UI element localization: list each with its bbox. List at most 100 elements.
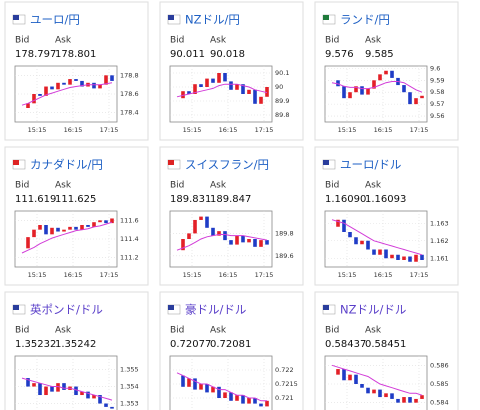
- bid-value: 178.797: [15, 49, 56, 60]
- candle: [372, 80, 376, 89]
- candle: [247, 239, 251, 243]
- candle: [253, 398, 257, 404]
- ask-value: 90.018: [210, 49, 245, 60]
- candle: [384, 70, 388, 75]
- pair-title[interactable]: ユーロ/円: [30, 13, 80, 27]
- candle: [181, 375, 185, 387]
- candle: [235, 84, 239, 90]
- moving-average: [21, 221, 113, 254]
- candle: [86, 391, 90, 399]
- ask-value: 0.72081: [210, 339, 251, 350]
- y-tick-label: 90: [275, 83, 283, 91]
- candle: [193, 378, 197, 390]
- candle: [360, 384, 364, 388]
- candle: [384, 249, 388, 259]
- x-tick-label: 15:15: [183, 126, 202, 134]
- y-tick-label: 0.585: [430, 380, 449, 388]
- bid-value: 9.576: [325, 49, 354, 60]
- x-tick-label: 17:15: [255, 126, 274, 134]
- y-tick-label: 0.7215: [275, 380, 298, 388]
- candle: [265, 400, 269, 407]
- pair-title[interactable]: ランド/円: [340, 13, 390, 27]
- candle: [193, 219, 197, 234]
- flag-icon-part: [323, 160, 329, 165]
- y-tick-label: 111.6: [120, 216, 139, 224]
- candle: [187, 91, 191, 94]
- flag-icon-part: [13, 15, 19, 20]
- y-tick-label: 1.161: [430, 254, 449, 262]
- ask-value: 1.16093: [365, 194, 406, 205]
- pair-title[interactable]: NZドル/ドル: [340, 303, 406, 317]
- bid-label: Bid: [15, 181, 29, 191]
- x-tick-label: 15:15: [183, 271, 202, 279]
- flag-icon-part: [168, 305, 174, 310]
- candle: [247, 89, 251, 94]
- candle: [378, 249, 382, 255]
- candle: [32, 229, 36, 238]
- candle: [372, 249, 376, 255]
- candle: [402, 256, 406, 260]
- candle: [205, 216, 209, 228]
- candle: [336, 369, 340, 375]
- x-tick-label: 16:15: [374, 271, 393, 279]
- candle: [414, 254, 418, 262]
- bid-value: 111.619: [15, 194, 56, 205]
- candle: [98, 395, 102, 404]
- bid-value: 0.72077: [170, 339, 211, 350]
- bid-label: Bid: [325, 181, 339, 191]
- pair-title[interactable]: 英ポンド/ドル: [30, 303, 103, 317]
- candle: [38, 94, 42, 96]
- candle: [378, 74, 382, 81]
- moving-average: [331, 364, 423, 396]
- candle: [348, 92, 352, 99]
- y-tick-label: 1.354: [120, 383, 139, 391]
- ask-label: Ask: [55, 36, 72, 46]
- x-tick-label: 16:15: [219, 271, 238, 279]
- candle: [348, 374, 352, 381]
- candle: [98, 220, 102, 223]
- candle: [414, 98, 418, 105]
- candle: [354, 237, 358, 245]
- y-tick-label: 9.56: [430, 112, 444, 120]
- y-tick-label: 178.8: [120, 71, 139, 79]
- candle: [265, 87, 269, 97]
- x-tick-label: 15:15: [28, 271, 47, 279]
- y-tick-label: 189.8: [275, 229, 294, 237]
- ask-value: 9.585: [365, 49, 394, 60]
- candle: [241, 84, 245, 94]
- pair-title[interactable]: カナダドル/円: [30, 158, 103, 172]
- y-tick-label: 1.163: [430, 219, 449, 227]
- candle: [104, 220, 108, 224]
- ask-label: Ask: [365, 181, 382, 191]
- moving-average: [176, 234, 268, 251]
- candle: [259, 96, 263, 104]
- pair-title[interactable]: ユーロ/ドル: [340, 158, 401, 172]
- candle: [378, 389, 382, 398]
- candle: [62, 229, 66, 232]
- candle: [402, 397, 406, 403]
- flag-icon-part: [13, 305, 19, 310]
- candle: [104, 75, 108, 85]
- candle: [56, 227, 60, 232]
- candle: [110, 75, 114, 81]
- candle: [80, 80, 84, 87]
- flag-icon-part: [13, 160, 19, 165]
- bid-label: Bid: [15, 326, 29, 336]
- y-tick-label: 90.1: [275, 69, 289, 77]
- flag-icon-part: [323, 15, 329, 20]
- candle: [366, 240, 370, 250]
- moving-average: [331, 219, 423, 256]
- pair-title[interactable]: NZドル/円: [185, 13, 240, 27]
- candle: [396, 254, 400, 260]
- y-tick-label: 9.57: [430, 100, 444, 108]
- candle: [247, 398, 251, 404]
- pair-title[interactable]: 豪ドル/ドル: [185, 303, 246, 317]
- pair-title[interactable]: スイスフラン/円: [185, 158, 269, 172]
- candle: [50, 227, 54, 235]
- ask-label: Ask: [210, 326, 227, 336]
- candle: [32, 383, 36, 387]
- y-tick-label: 0.721: [275, 394, 294, 402]
- moving-average: [176, 83, 268, 98]
- candle: [384, 393, 388, 398]
